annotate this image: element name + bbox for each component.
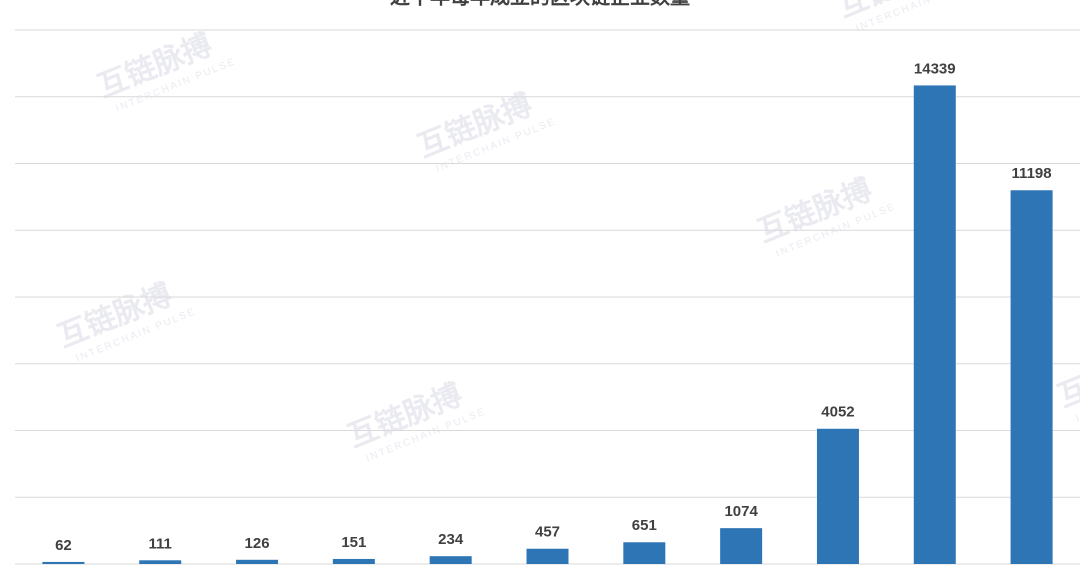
data-label: 126 bbox=[245, 535, 270, 552]
bar bbox=[332, 558, 375, 564]
bar bbox=[42, 561, 85, 564]
bar bbox=[1010, 190, 1053, 564]
data-label: 62 bbox=[55, 537, 72, 554]
data-label: 457 bbox=[535, 524, 560, 541]
chart-title: 近十年每年成立的区块链企业数量 bbox=[390, 0, 690, 8]
bar bbox=[816, 428, 859, 564]
data-label: 651 bbox=[632, 517, 657, 534]
bar bbox=[139, 560, 182, 564]
data-label: 151 bbox=[341, 534, 366, 551]
bar bbox=[429, 556, 472, 564]
bar bbox=[623, 542, 666, 564]
data-label: 14339 bbox=[914, 60, 956, 77]
data-label: 4052 bbox=[821, 404, 854, 421]
bar bbox=[913, 85, 956, 564]
bar bbox=[236, 559, 279, 564]
watermark-name: 互链脉搏 bbox=[1053, 337, 1080, 413]
data-label: 111 bbox=[149, 535, 172, 552]
bar bbox=[720, 528, 763, 564]
data-label: 1074 bbox=[724, 503, 758, 520]
data-label: 234 bbox=[438, 531, 464, 548]
data-label: 11198 bbox=[1012, 165, 1052, 182]
bar bbox=[526, 548, 569, 564]
